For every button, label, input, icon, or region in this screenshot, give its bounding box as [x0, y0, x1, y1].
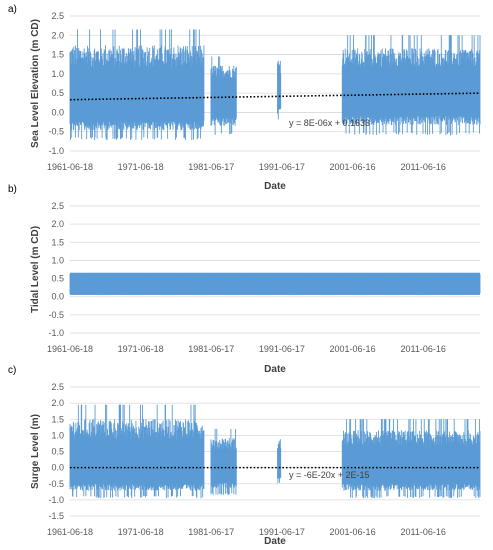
data-segment — [69, 404, 205, 499]
data-core-band — [342, 71, 480, 117]
data-series — [69, 29, 481, 141]
y-tick-label: 0.5 — [51, 88, 64, 98]
panel-label: b) — [8, 184, 17, 195]
y-tick-label: -1.0 — [48, 495, 64, 505]
x-tick-label: 1981-06-17 — [188, 527, 234, 537]
x-tick-label: 1971-06-18 — [118, 527, 164, 537]
y-axis-label: Surge Level (m) — [30, 414, 41, 489]
data-core-band — [70, 73, 204, 122]
y-tick-label: -0.5 — [48, 310, 64, 320]
x-tick-label: 1961-06-18 — [47, 527, 93, 537]
trendline-equation: y = 8E-06x + 0.1633 — [289, 118, 370, 128]
y-tick-label: 0.0 — [51, 107, 64, 117]
x-tick-label: 2011-06-16 — [401, 344, 446, 354]
y-tick-label: 2.5 — [51, 382, 64, 392]
data-core-band — [70, 443, 204, 485]
y-tick-label: -0.5 — [48, 479, 64, 489]
y-tick-label: 1.0 — [51, 69, 64, 79]
data-segment — [210, 56, 237, 135]
y-tick-label: 2.5 — [51, 11, 64, 21]
y-tick-label: 1.0 — [51, 430, 64, 440]
chart-panel-1: a) 2.5 2.0 1.5 1.0 0.5 0.0 -0.5 -1.0 1961-06-18 19… — [8, 4, 481, 192]
data-series — [69, 404, 481, 499]
chart-panel-2: b) 2.5 2.0 1.5 1.0 0.5 0.0 -0.5 -1.0 1961-06-18 19… — [8, 184, 481, 375]
trendline-equation: y = -6E-20x + 2E-15 — [289, 470, 370, 480]
x-tick-label: 1961-06-18 — [47, 344, 93, 354]
x-axis-label: Date — [264, 181, 286, 192]
panel-label: c) — [8, 365, 16, 376]
y-tick-label: 0.0 — [51, 292, 64, 302]
y-axis-label: Tidal Level (m CD) — [30, 226, 41, 313]
x-tick-label: 1971-06-18 — [118, 344, 164, 354]
x-tick-label: 1971-06-18 — [118, 162, 164, 172]
y-tick-label: 1.0 — [51, 255, 64, 265]
y-tick-label: -1.5 — [48, 511, 64, 521]
x-tick-label: 1981-06-17 — [188, 162, 234, 172]
x-tick-label: 2001-06-16 — [330, 344, 376, 354]
data-segment — [341, 419, 481, 499]
data-core-band — [277, 76, 281, 110]
x-tick-label: 1991-06-17 — [259, 527, 305, 537]
y-tick-label: 0.5 — [51, 274, 64, 284]
x-tick-label: 2011-06-16 — [401, 162, 446, 172]
chart-panel-3: c) 2.5 2.0 1.5 1.0 0.5 0.0 -0.5 -1.0 -1.5 1961-06-… — [8, 365, 481, 547]
data-segment — [277, 60, 282, 120]
data-core-band — [70, 272, 480, 295]
x-tick-label: 1991-06-17 — [259, 162, 305, 172]
y-tick-label: 1.5 — [51, 237, 64, 247]
y-tick-label: -1.0 — [48, 146, 64, 156]
x-axis-label: Date — [264, 536, 286, 547]
x-tick-label: 1961-06-18 — [47, 162, 93, 172]
x-tick-label: 1981-06-17 — [188, 344, 234, 354]
x-tick-label: 1991-06-17 — [259, 344, 305, 354]
data-segment — [277, 439, 282, 484]
x-tick-label: 2001-06-16 — [330, 162, 376, 172]
y-axis-label: Sea Level Elevation (m CD) — [30, 19, 41, 148]
y-tick-label: 1.5 — [51, 50, 64, 60]
y-tick-label: 2.0 — [51, 398, 64, 408]
x-tick-label: 2001-06-16 — [330, 527, 376, 537]
data-segment — [210, 428, 237, 496]
data-core-band — [277, 453, 281, 477]
y-tick-label: -1.0 — [48, 328, 64, 338]
x-axis-label: Date — [264, 364, 286, 375]
y-tick-label: 1.5 — [51, 414, 64, 424]
y-tick-label: -0.5 — [48, 127, 64, 137]
y-tick-label: 0.5 — [51, 447, 64, 457]
data-core-band — [210, 81, 237, 118]
y-tick-label: 2.5 — [51, 201, 64, 211]
data-segment — [69, 29, 205, 141]
panel-label: a) — [8, 4, 17, 15]
data-segment — [341, 35, 481, 136]
y-tick-label: 0.0 — [51, 463, 64, 473]
y-tick-label: 2.0 — [51, 30, 64, 40]
y-tick-label: 2.0 — [51, 219, 64, 229]
data-series — [69, 272, 481, 295]
data-segment — [69, 272, 481, 295]
x-tick-label: 2011-06-16 — [401, 527, 446, 537]
